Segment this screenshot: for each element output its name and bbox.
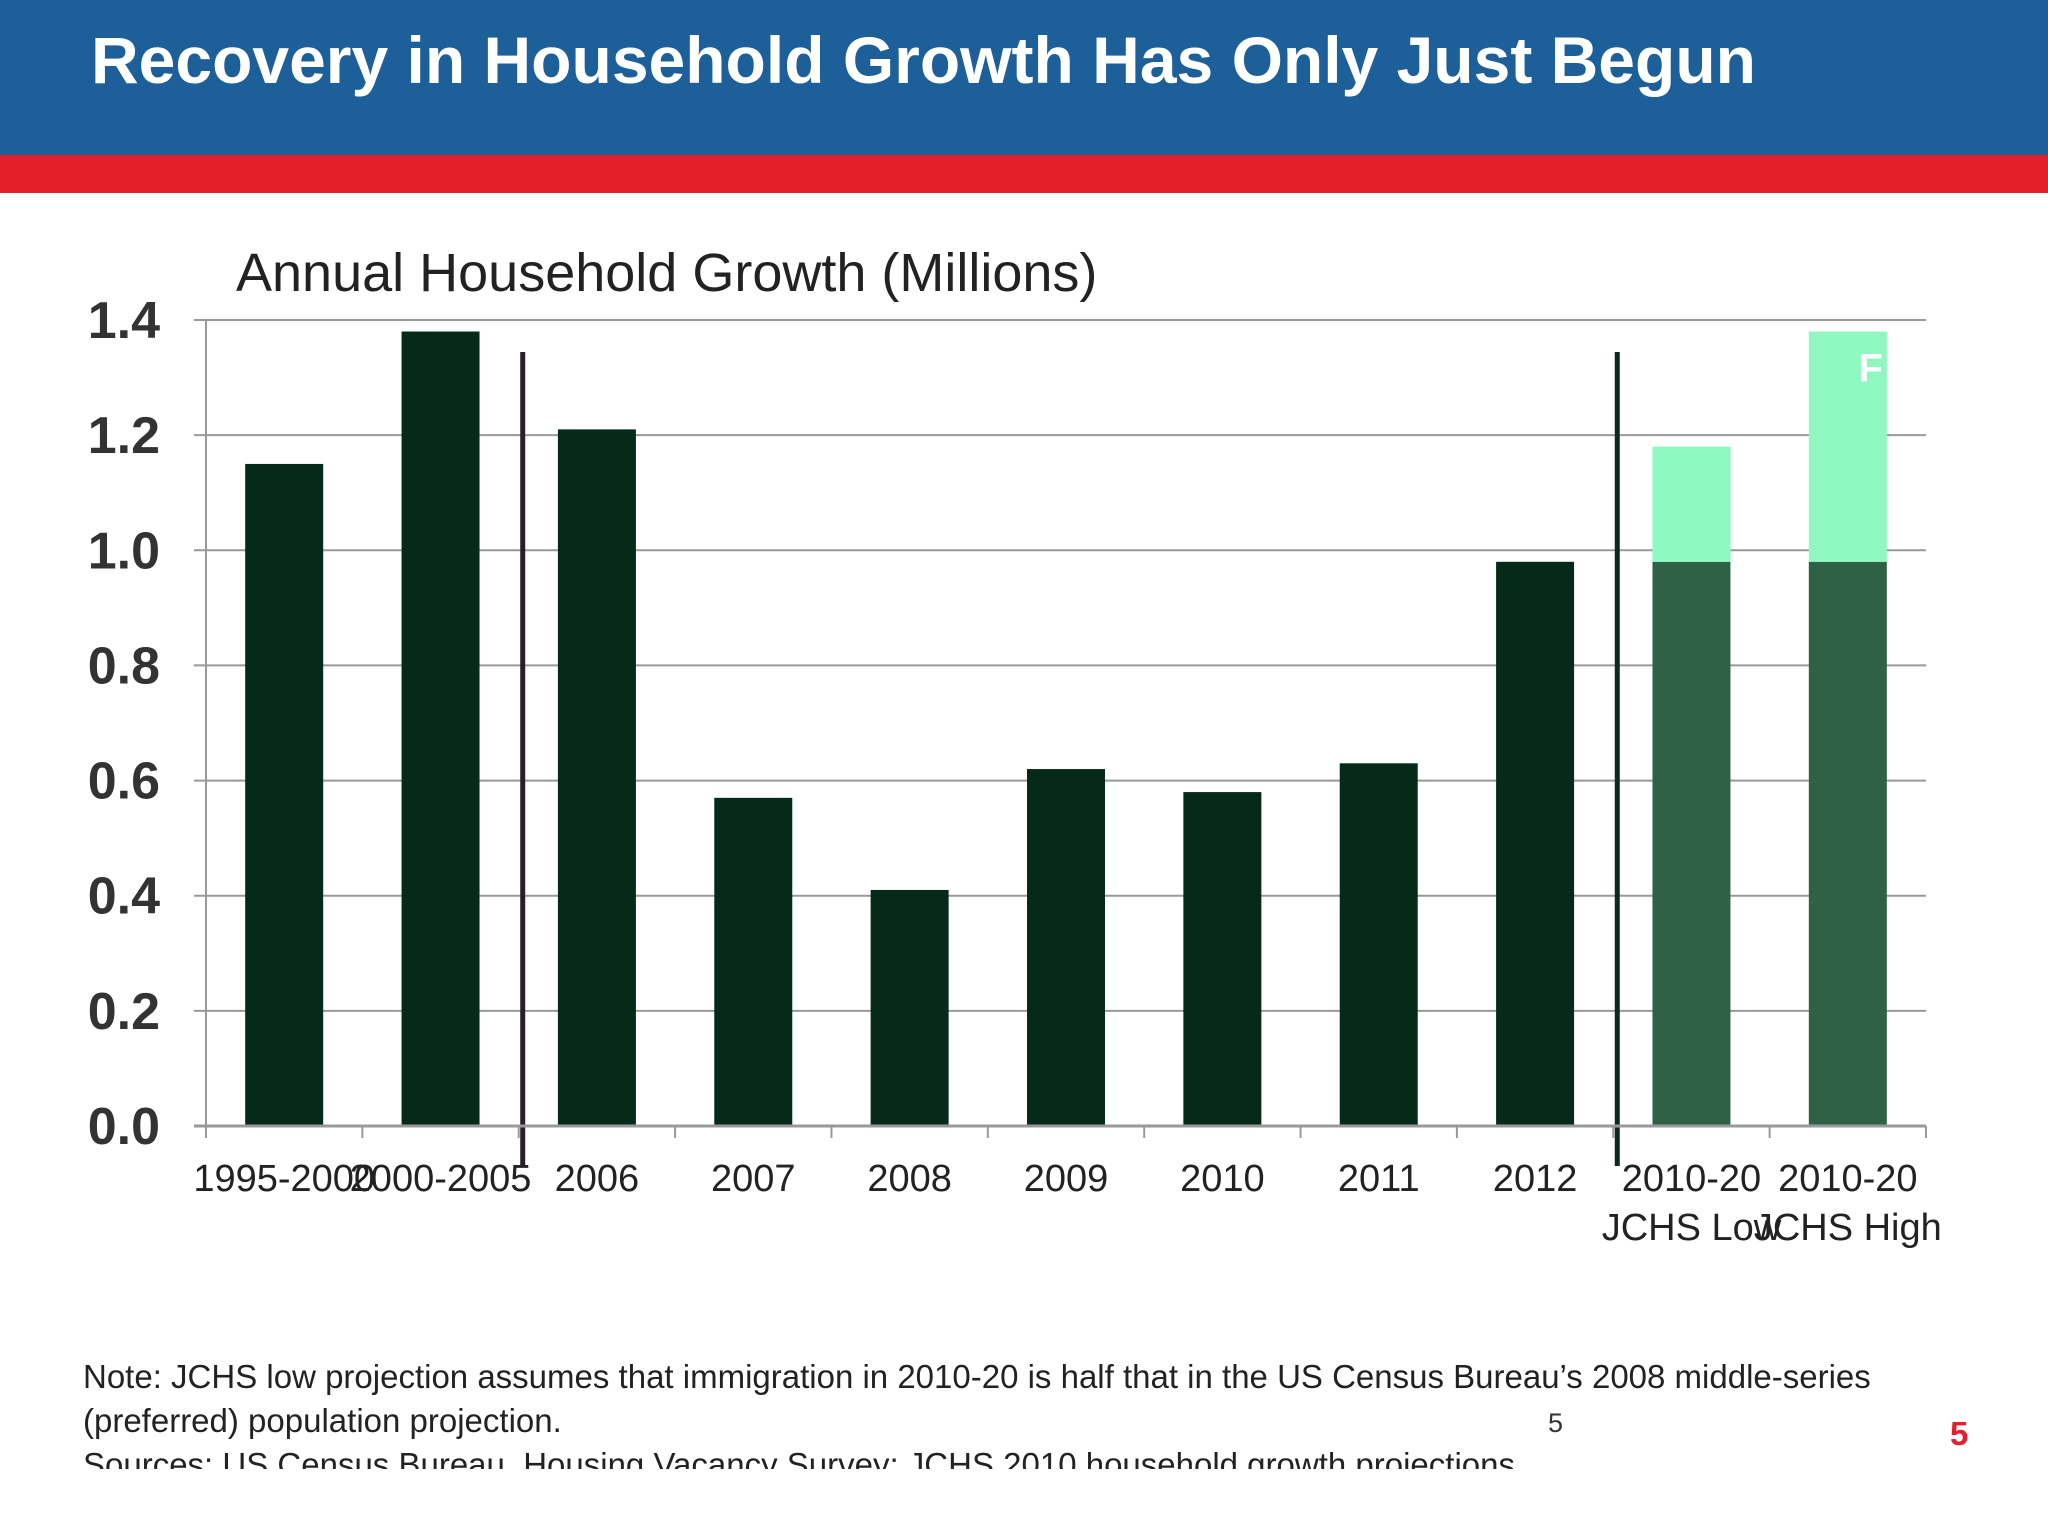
axes: [194, 320, 1927, 1138]
y-tick-label: 1.2: [88, 407, 160, 465]
bar: [1183, 792, 1262, 1126]
x-tick-label: JCHS Low: [1602, 1207, 1782, 1249]
y-tick-label: 0.0: [88, 1098, 160, 1156]
bar-projection-base: [1808, 561, 1887, 1126]
accent-stripe: [0, 155, 2048, 193]
header-band: [0, 0, 2048, 155]
bar-projection-range: [1652, 446, 1731, 562]
x-tick-label: 2009: [1024, 1158, 1109, 1200]
x-tick-label: JCHS High: [1754, 1207, 1942, 1249]
y-tick-label: 0.8: [88, 637, 160, 695]
x-tick-label: 1995-2000: [193, 1158, 375, 1200]
bar: [1027, 769, 1105, 1126]
x-tick-label: 2006: [555, 1158, 640, 1200]
bar: [1339, 763, 1418, 1126]
bars: F: [245, 331, 1887, 1126]
x-tick-label: 2012: [1493, 1158, 1578, 1200]
x-tick-label: 2011: [1338, 1158, 1420, 1200]
y-tick-label: 0.2: [88, 983, 160, 1041]
page-number-center: 5: [1548, 1408, 1564, 1438]
y-tick-label: 0.6: [88, 753, 160, 811]
x-tick-label: 2008: [867, 1158, 952, 1200]
page-number-right: 5: [1950, 1415, 1969, 1452]
y-tick-labels: 0.0 0.2 0.4 0.6 0.8 1.0 1.2 1.4: [88, 292, 160, 1156]
period-dividers: [520, 352, 1620, 1166]
bar: [1496, 561, 1575, 1126]
y-tick-label: 1.4: [88, 292, 160, 350]
bar-projection-range: [1808, 331, 1887, 562]
bar: [401, 331, 480, 1126]
chart-notes: Note: JCHS low projection assumes that i…: [83, 1355, 1883, 1469]
gridlines: [194, 319, 1926, 1012]
x-tick-label: 2010-20: [1622, 1158, 1761, 1200]
bar: [714, 797, 793, 1126]
bar-marker-label: F: [1858, 347, 1882, 391]
note-line-1: Note: JCHS low projection assumes that i…: [83, 1358, 1871, 1395]
slide-title: Recovery in Household Growth Has Only Ju…: [91, 23, 1756, 97]
bar-projection-base: [1652, 561, 1731, 1126]
bar: [870, 889, 949, 1126]
x-tick-label: 2010: [1180, 1158, 1265, 1200]
y-tick-label: 1.0: [88, 522, 160, 580]
sources-line: Sources: US Census Bureau, Housing Vacan…: [83, 1446, 1525, 1469]
bar: [557, 429, 636, 1126]
x-tick-label: 2007: [711, 1158, 796, 1200]
x-tick-label: 2000-2005: [350, 1158, 532, 1200]
bar: [245, 463, 324, 1126]
chart-title: Annual Household Growth (Millions): [236, 243, 1097, 303]
y-tick-label: 0.4: [88, 868, 160, 926]
x-tick-label: 2010-20: [1778, 1158, 1917, 1200]
note-line-2: (preferred) population projection.: [83, 1402, 562, 1439]
